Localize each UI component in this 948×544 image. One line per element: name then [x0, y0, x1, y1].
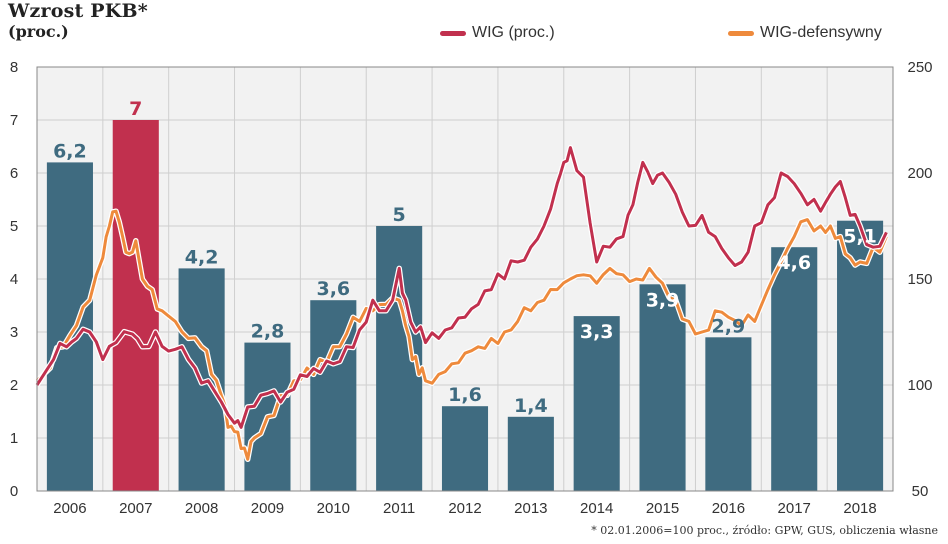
- x-tick-label: 2007: [119, 500, 152, 517]
- y-tick-label: 2: [10, 377, 18, 394]
- x-tick-label: 2013: [514, 500, 547, 517]
- y-tick-label: 1: [10, 430, 18, 447]
- bar: [837, 220, 884, 491]
- x-tick-label: 2008: [185, 500, 218, 517]
- x-tick-label: 2012: [448, 500, 481, 517]
- y2-tick-label: 50: [912, 483, 929, 500]
- legend-swatch-wig: [440, 30, 466, 36]
- data-label: 5: [393, 204, 406, 226]
- data-label: 5,1: [843, 226, 877, 248]
- data-label: 2,8: [251, 321, 285, 343]
- y2-tick-label: 250: [907, 59, 932, 76]
- y2-tick-label: 100: [907, 377, 932, 394]
- legend-label-wig: WIG (proc.): [472, 24, 555, 41]
- data-label: 3,9: [646, 289, 680, 311]
- legend-item-wig-defensywny: WIG-defensywny: [728, 24, 882, 42]
- plot-border: [36, 66, 894, 492]
- x-tick-label: 2015: [646, 500, 679, 517]
- bar: [705, 337, 752, 491]
- bar: [112, 120, 159, 491]
- x-tick-label: 2017: [778, 500, 811, 517]
- y-tick-label: 5: [10, 218, 18, 235]
- data-label: 2,9: [712, 315, 746, 337]
- x-tick-label: 2011: [383, 500, 415, 517]
- data-label: 7: [129, 98, 142, 120]
- bar: [771, 247, 818, 491]
- x-tick-label: 2006: [53, 500, 86, 517]
- bar: [573, 316, 620, 491]
- data-label: 3,6: [316, 278, 350, 300]
- y2-tick-label: 150: [907, 271, 932, 288]
- x-tick-label: 2018: [843, 500, 876, 517]
- bar: [441, 406, 489, 491]
- data-label: 1,4: [514, 395, 548, 417]
- y-tick-label: 4: [10, 271, 18, 288]
- y-tick-label: 8: [10, 59, 18, 76]
- data-label: 1,6: [448, 384, 482, 406]
- legend-item-wig: WIG (proc.): [440, 24, 555, 42]
- x-tick-label: 2010: [317, 500, 350, 517]
- series-line: [35, 146, 888, 429]
- x-tick-label: 2009: [251, 500, 284, 517]
- chart-title: Wzrost PKB*: [8, 0, 148, 22]
- bar: [46, 162, 93, 491]
- source-footnote: * 02.01.2006=100 proc., źródło: GPW, GUS…: [591, 524, 938, 537]
- legend-label-wig-defensywny: WIG-defensywny: [760, 24, 882, 41]
- y-tick-label: 3: [10, 324, 18, 341]
- y-tick-label: 0: [10, 483, 18, 500]
- y2-tick-label: 200: [907, 165, 932, 182]
- data-label: 3,3: [580, 321, 614, 343]
- bar: [507, 416, 554, 491]
- series-line: [35, 209, 888, 461]
- data-label: 4,6: [777, 252, 811, 274]
- legend-swatch-wig-defensywny: [728, 30, 754, 36]
- x-tick-label: 2016: [712, 500, 745, 517]
- data-label: 4,2: [185, 246, 219, 268]
- x-tick-label: 2014: [580, 500, 613, 517]
- bar: [639, 284, 686, 491]
- y-tick-label: 7: [10, 112, 18, 129]
- y-tick-label: 6: [10, 165, 18, 182]
- data-label: 6,2: [53, 140, 87, 162]
- chart-subtitle: (proc.): [8, 22, 69, 41]
